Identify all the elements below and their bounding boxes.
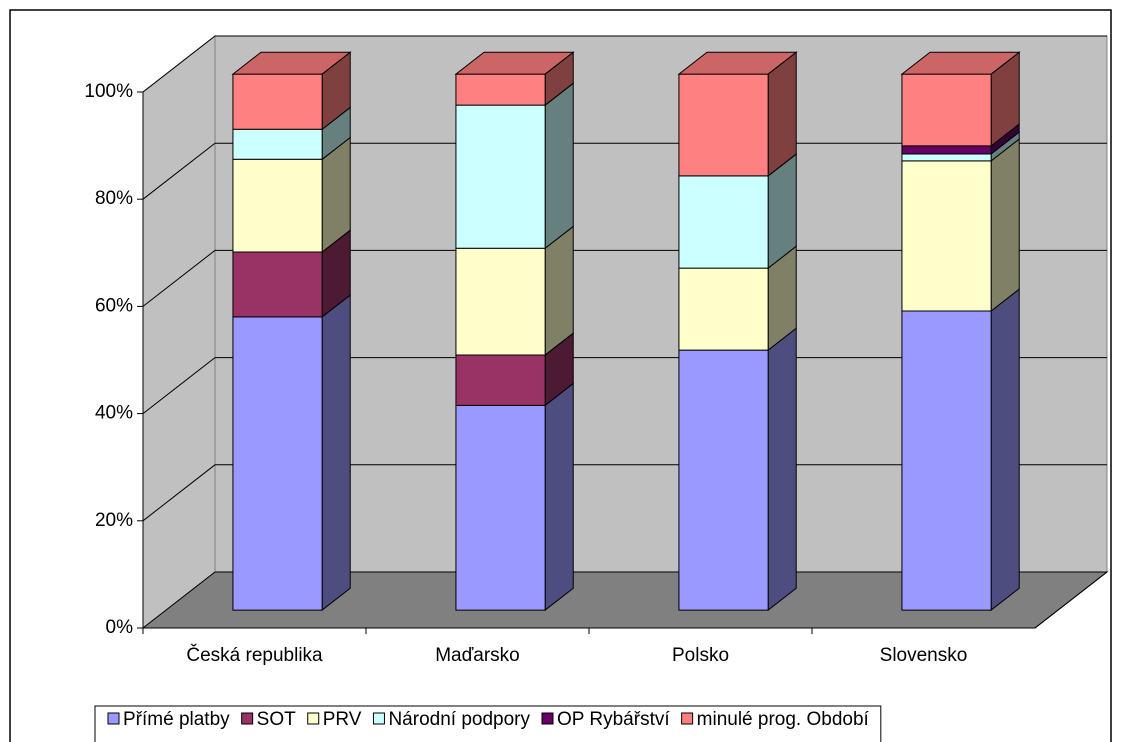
grid-line (142, 142, 1107, 200)
grid-line (142, 357, 1107, 414)
y-tick-label: 40% (95, 403, 133, 424)
bar-segment (901, 288, 1020, 612)
bar-front (678, 349, 769, 611)
y-tick-label: 100% (84, 81, 133, 102)
bar-front (232, 128, 323, 160)
legend-label: Národní podpory (388, 709, 530, 730)
bar-top (900, 51, 1021, 75)
bar-front (455, 104, 546, 249)
grid-line (142, 35, 1107, 93)
y-tick-label: 80% (95, 188, 133, 209)
bar-segment (678, 327, 797, 612)
bar-segment (678, 153, 797, 270)
bar-segment (901, 51, 1020, 147)
bar-front (455, 247, 546, 356)
side-wall (142, 34, 216, 630)
bar-segment (232, 229, 351, 318)
y-tick-label: 60% (95, 295, 133, 316)
bar-segment (455, 51, 574, 107)
legend-swatch (541, 712, 554, 725)
bar-front (232, 251, 323, 318)
bar-top (231, 51, 352, 75)
legend (94, 705, 882, 742)
bar-front (678, 175, 769, 269)
bar-side (544, 382, 574, 612)
x-tick-label: Polsko (672, 645, 729, 666)
bar-front (232, 73, 323, 130)
bar-front (678, 73, 769, 177)
bar-segment (901, 131, 1020, 162)
bar-front (232, 158, 323, 253)
legend-label: SOT (257, 709, 296, 730)
bar-segment (455, 382, 574, 612)
bar-front (901, 73, 992, 147)
bar-front (232, 316, 323, 611)
bar-segment (678, 51, 797, 177)
bar-front (901, 145, 992, 155)
bar-segment (455, 225, 574, 356)
bar-side (767, 327, 797, 612)
bar-side (990, 288, 1020, 612)
bar-side (321, 294, 351, 612)
legend-swatch (107, 712, 120, 725)
bar-front (455, 73, 546, 106)
bar-front (455, 354, 546, 406)
bar-segment (455, 332, 574, 407)
bar-segment (678, 245, 797, 352)
grid-line (142, 464, 1107, 522)
bar-segment (901, 138, 1020, 313)
bar-front (901, 153, 992, 162)
grid-line (142, 249, 1107, 307)
bar-front (678, 267, 769, 351)
bar-front (901, 310, 992, 611)
bar-segment (455, 82, 574, 250)
x-tick-label: Maďarsko (435, 645, 520, 666)
legend-swatch (681, 712, 694, 725)
bar-segment (232, 136, 351, 254)
x-tick-label: Slovensko (880, 645, 968, 666)
bar-side (544, 225, 574, 356)
legend-label: OP Rybářství (557, 709, 670, 730)
legend-swatch (372, 712, 385, 725)
y-tick-label: 0% (106, 617, 134, 638)
legend-swatch (307, 712, 320, 725)
bar-top (677, 51, 798, 75)
bar-side (990, 138, 1020, 313)
legend-label: minulé prog. Období (697, 709, 870, 730)
legend-swatch (241, 712, 254, 725)
bar-top (454, 51, 575, 75)
legend-label: PRV (323, 709, 362, 730)
x-tick-label: Česká republika (186, 644, 323, 666)
bar-segment (232, 294, 351, 612)
bar-front (901, 160, 992, 312)
legend-label: Přímé platby (123, 709, 230, 730)
bar-side (544, 82, 574, 250)
bar-front (455, 404, 546, 611)
x-axis (143, 571, 1108, 629)
y-tick-label: 20% (95, 510, 133, 531)
